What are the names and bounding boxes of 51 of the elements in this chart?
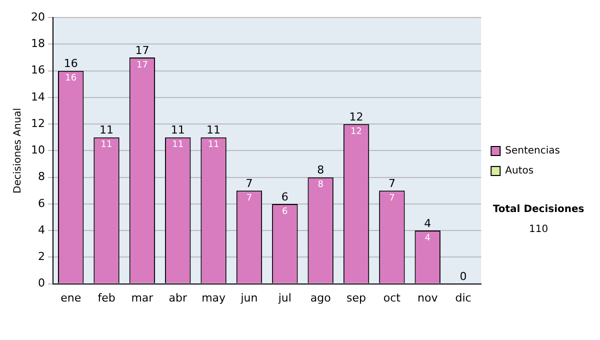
total-label: 8 [317, 164, 324, 177]
total-label: 4 [424, 216, 432, 230]
y-tick-label: 16 [30, 64, 45, 77]
x-tick-label: sep [346, 291, 366, 304]
total-label: 11 [206, 124, 221, 137]
x-tick-label: mar [131, 291, 154, 304]
x-tick-label: jun [240, 291, 258, 304]
x-tick-label: abr [168, 291, 188, 304]
total-label: 11 [170, 124, 185, 137]
data-label: 17 [136, 60, 148, 70]
x-tick-label: nov [418, 291, 438, 304]
total-label: 7 [388, 176, 396, 190]
total-label: 17 [135, 44, 150, 57]
y-tick-label: 18 [30, 37, 45, 50]
y-tick-label: 12 [30, 116, 45, 130]
data-label: 12 [350, 126, 362, 137]
data-label: 8 [318, 180, 324, 190]
legend-label: Sentencias [505, 146, 560, 157]
x-tick-label: jul [277, 291, 292, 304]
y-tick-label: 8 [38, 170, 45, 184]
data-label: 6 [282, 206, 288, 217]
y-tick-label: 0 [38, 276, 45, 290]
y-tick-label: 14 [30, 90, 45, 104]
y-tick-label: 4 [38, 223, 45, 236]
y-tick-label: 2 [38, 250, 45, 264]
total-label: 0 [460, 270, 467, 284]
text: Total Decisiones [492, 204, 584, 216]
x-tick-label: feb [98, 291, 116, 304]
x-tick-label: ene [60, 291, 82, 304]
x-tick-label: ago [310, 291, 332, 304]
y-tick-label: 20 [30, 10, 45, 24]
y-axis-title: Decisiones Anual [12, 108, 24, 194]
data-label: 7 [246, 193, 252, 204]
data-label: 4 [424, 233, 431, 244]
x-tick-label: oct [383, 291, 402, 304]
x-tick-label: may [202, 291, 226, 304]
total-label: 6 [281, 190, 288, 204]
data-label: 11 [100, 140, 112, 150]
total-label: 11 [100, 124, 114, 137]
text: 110 [529, 224, 548, 236]
total-label: 16 [64, 57, 78, 70]
data-label: 7 [389, 193, 395, 204]
x-tick-label: dic [455, 291, 472, 304]
data-label: 11 [208, 140, 220, 150]
y-tick-label: 6 [38, 196, 45, 210]
y-tick-label: 10 [30, 144, 45, 157]
total-label: 7 [246, 176, 253, 190]
legend-label: Autos [505, 166, 534, 177]
total-label: 12 [349, 110, 364, 124]
data-label: 11 [172, 140, 184, 150]
data-label: 16 [65, 74, 77, 84]
